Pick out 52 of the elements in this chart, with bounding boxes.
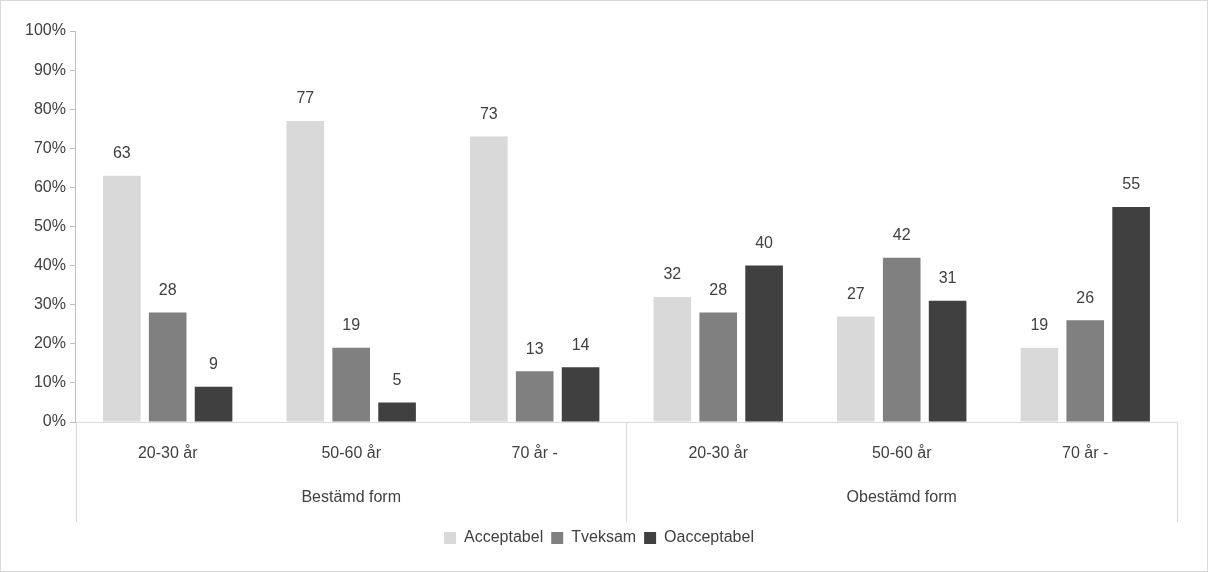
- data-label: 28: [158, 280, 177, 298]
- legend-label: Acceptabel: [464, 528, 544, 546]
- data-label: 5: [392, 370, 402, 388]
- text: Obestämd form: [846, 488, 957, 506]
- bar: [882, 257, 921, 422]
- x-tick-label: 70 år -: [1062, 444, 1109, 462]
- data-label: 55: [1122, 175, 1141, 193]
- data-label: 73: [479, 104, 498, 122]
- data-label: 28: [709, 280, 728, 298]
- y-tick-label: 20%: [33, 334, 66, 352]
- bar: [561, 367, 600, 422]
- data-label: 14: [571, 335, 590, 353]
- y-tick-label: 60%: [33, 177, 66, 195]
- data-label: 19: [342, 316, 361, 334]
- bar: [699, 312, 738, 422]
- legend-label: Oacceptabel: [664, 528, 754, 546]
- data-label: 42: [892, 226, 911, 244]
- legend-label: Tveksam: [571, 528, 637, 546]
- x-tick-label: 20-30 år: [137, 444, 199, 462]
- y-tick-label: 30%: [33, 295, 66, 313]
- x-tick-label: 70 år -: [511, 444, 558, 462]
- data-label: 26: [1076, 288, 1095, 306]
- bar: [515, 371, 554, 422]
- bar: [332, 347, 370, 422]
- text: Bestämd form: [301, 488, 401, 506]
- y-tick-label: 70%: [33, 138, 66, 156]
- x-tick-label: 20-30 år: [688, 444, 749, 462]
- data-label: 77: [296, 89, 315, 107]
- y-tick-label: 0%: [42, 412, 66, 430]
- data-label: 40: [755, 234, 774, 252]
- y-tick-label: 80%: [33, 99, 66, 117]
- y-tick-label: 100%: [25, 21, 66, 39]
- bar: [928, 300, 967, 422]
- data-label: 9: [209, 355, 219, 373]
- data-label: 27: [846, 284, 865, 302]
- bar: [1066, 320, 1105, 422]
- bar: [1112, 206, 1150, 422]
- bar: [745, 265, 783, 422]
- data-label: 19: [1030, 316, 1049, 334]
- y-tick-label: 90%: [33, 60, 66, 78]
- bar: [148, 312, 187, 422]
- y-tick-label: 10%: [33, 373, 66, 391]
- bar: [194, 386, 233, 422]
- y-tick-label: 40%: [33, 256, 66, 274]
- x-tick-label: 50-60 år: [871, 444, 933, 462]
- y-tick-label: 50%: [33, 216, 66, 234]
- data-label: 32: [663, 265, 682, 283]
- data-label: 31: [938, 269, 957, 287]
- x-tick-label: 50-60 år: [321, 444, 382, 462]
- bar: [378, 402, 416, 422]
- data-label: 13: [525, 339, 544, 357]
- data-label: 63: [112, 144, 131, 162]
